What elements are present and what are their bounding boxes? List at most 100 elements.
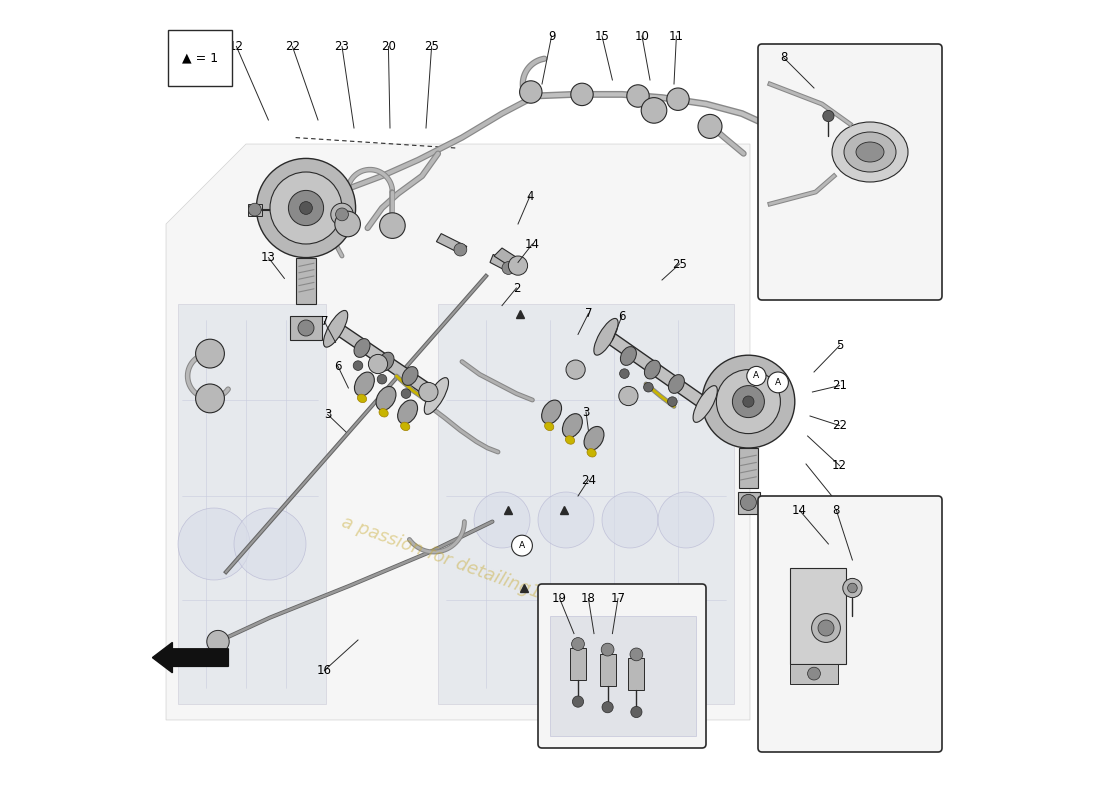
Text: 3: 3 [323, 408, 331, 421]
Circle shape [818, 620, 834, 636]
Circle shape [807, 667, 821, 680]
Polygon shape [178, 304, 326, 704]
Circle shape [331, 203, 353, 226]
Ellipse shape [402, 366, 418, 386]
Text: 15: 15 [595, 30, 609, 42]
Polygon shape [490, 254, 512, 272]
Polygon shape [336, 323, 440, 402]
Text: 3: 3 [582, 406, 590, 418]
Text: A: A [519, 541, 525, 550]
Ellipse shape [669, 374, 684, 394]
Circle shape [619, 386, 638, 406]
Circle shape [368, 354, 387, 374]
Polygon shape [739, 448, 758, 488]
FancyBboxPatch shape [758, 496, 942, 752]
Ellipse shape [565, 436, 574, 444]
Polygon shape [296, 258, 317, 304]
Text: 14: 14 [792, 504, 807, 517]
Circle shape [538, 492, 594, 548]
FancyBboxPatch shape [758, 44, 942, 300]
Text: 16: 16 [317, 664, 332, 677]
Text: 14: 14 [525, 238, 540, 250]
Polygon shape [550, 616, 695, 736]
Text: 12: 12 [229, 40, 244, 53]
Bar [600, 654, 616, 686]
Bar [628, 658, 645, 690]
Ellipse shape [400, 422, 410, 430]
Circle shape [571, 83, 593, 106]
Circle shape [602, 492, 658, 548]
Polygon shape [738, 492, 760, 514]
Text: 2: 2 [513, 282, 520, 294]
Ellipse shape [562, 414, 582, 438]
Polygon shape [606, 331, 707, 410]
Circle shape [196, 339, 224, 368]
Text: 8: 8 [833, 504, 840, 517]
Text: 6: 6 [334, 360, 342, 373]
Circle shape [716, 370, 780, 434]
Circle shape [512, 535, 532, 556]
Circle shape [178, 508, 250, 580]
Ellipse shape [379, 409, 388, 417]
Text: 4: 4 [526, 190, 534, 202]
Ellipse shape [376, 386, 396, 410]
Ellipse shape [354, 338, 370, 358]
Circle shape [641, 98, 667, 123]
Ellipse shape [541, 400, 562, 424]
Text: 13: 13 [833, 499, 847, 512]
Text: 24: 24 [581, 474, 596, 486]
Circle shape [742, 396, 754, 407]
Circle shape [644, 382, 653, 392]
Ellipse shape [620, 346, 637, 366]
Circle shape [196, 384, 224, 413]
Circle shape [454, 243, 466, 256]
Text: 17: 17 [610, 592, 626, 605]
Text: a passion for detailing1985: a passion for detailing1985 [340, 514, 576, 614]
Circle shape [377, 374, 387, 384]
Text: 10: 10 [635, 30, 649, 42]
Text: ▲ = 1: ▲ = 1 [182, 51, 218, 65]
Text: 22: 22 [285, 40, 300, 53]
Text: A: A [754, 371, 759, 381]
Text: 25: 25 [672, 258, 688, 270]
Text: 8: 8 [780, 51, 788, 64]
Ellipse shape [645, 360, 660, 379]
Circle shape [630, 648, 642, 661]
Text: 23: 23 [334, 40, 350, 53]
Text: A: A [774, 378, 781, 387]
Circle shape [733, 386, 764, 418]
Circle shape [572, 638, 584, 650]
Ellipse shape [832, 122, 908, 182]
Circle shape [207, 630, 229, 653]
Circle shape [234, 508, 306, 580]
Text: 13: 13 [261, 251, 276, 264]
Ellipse shape [844, 132, 896, 172]
Text: 7: 7 [321, 315, 328, 328]
Text: 6: 6 [618, 310, 626, 322]
Circle shape [334, 211, 361, 237]
Ellipse shape [354, 372, 374, 396]
Polygon shape [438, 304, 734, 704]
Polygon shape [790, 568, 846, 664]
Circle shape [474, 492, 530, 548]
Circle shape [288, 190, 323, 226]
Polygon shape [290, 316, 322, 340]
Circle shape [298, 320, 314, 336]
Ellipse shape [425, 378, 449, 414]
Circle shape [823, 110, 834, 122]
Circle shape [602, 643, 614, 656]
Circle shape [519, 81, 542, 103]
Text: 25: 25 [425, 40, 439, 53]
Text: 20: 20 [381, 40, 396, 53]
Polygon shape [494, 248, 525, 270]
Text: 19: 19 [552, 592, 568, 605]
Circle shape [747, 366, 766, 386]
Ellipse shape [397, 400, 418, 424]
Polygon shape [669, 95, 688, 103]
Ellipse shape [587, 449, 596, 457]
Circle shape [256, 158, 355, 258]
Ellipse shape [323, 310, 348, 347]
Ellipse shape [594, 318, 618, 355]
Ellipse shape [856, 142, 884, 162]
Text: 9: 9 [548, 30, 556, 42]
